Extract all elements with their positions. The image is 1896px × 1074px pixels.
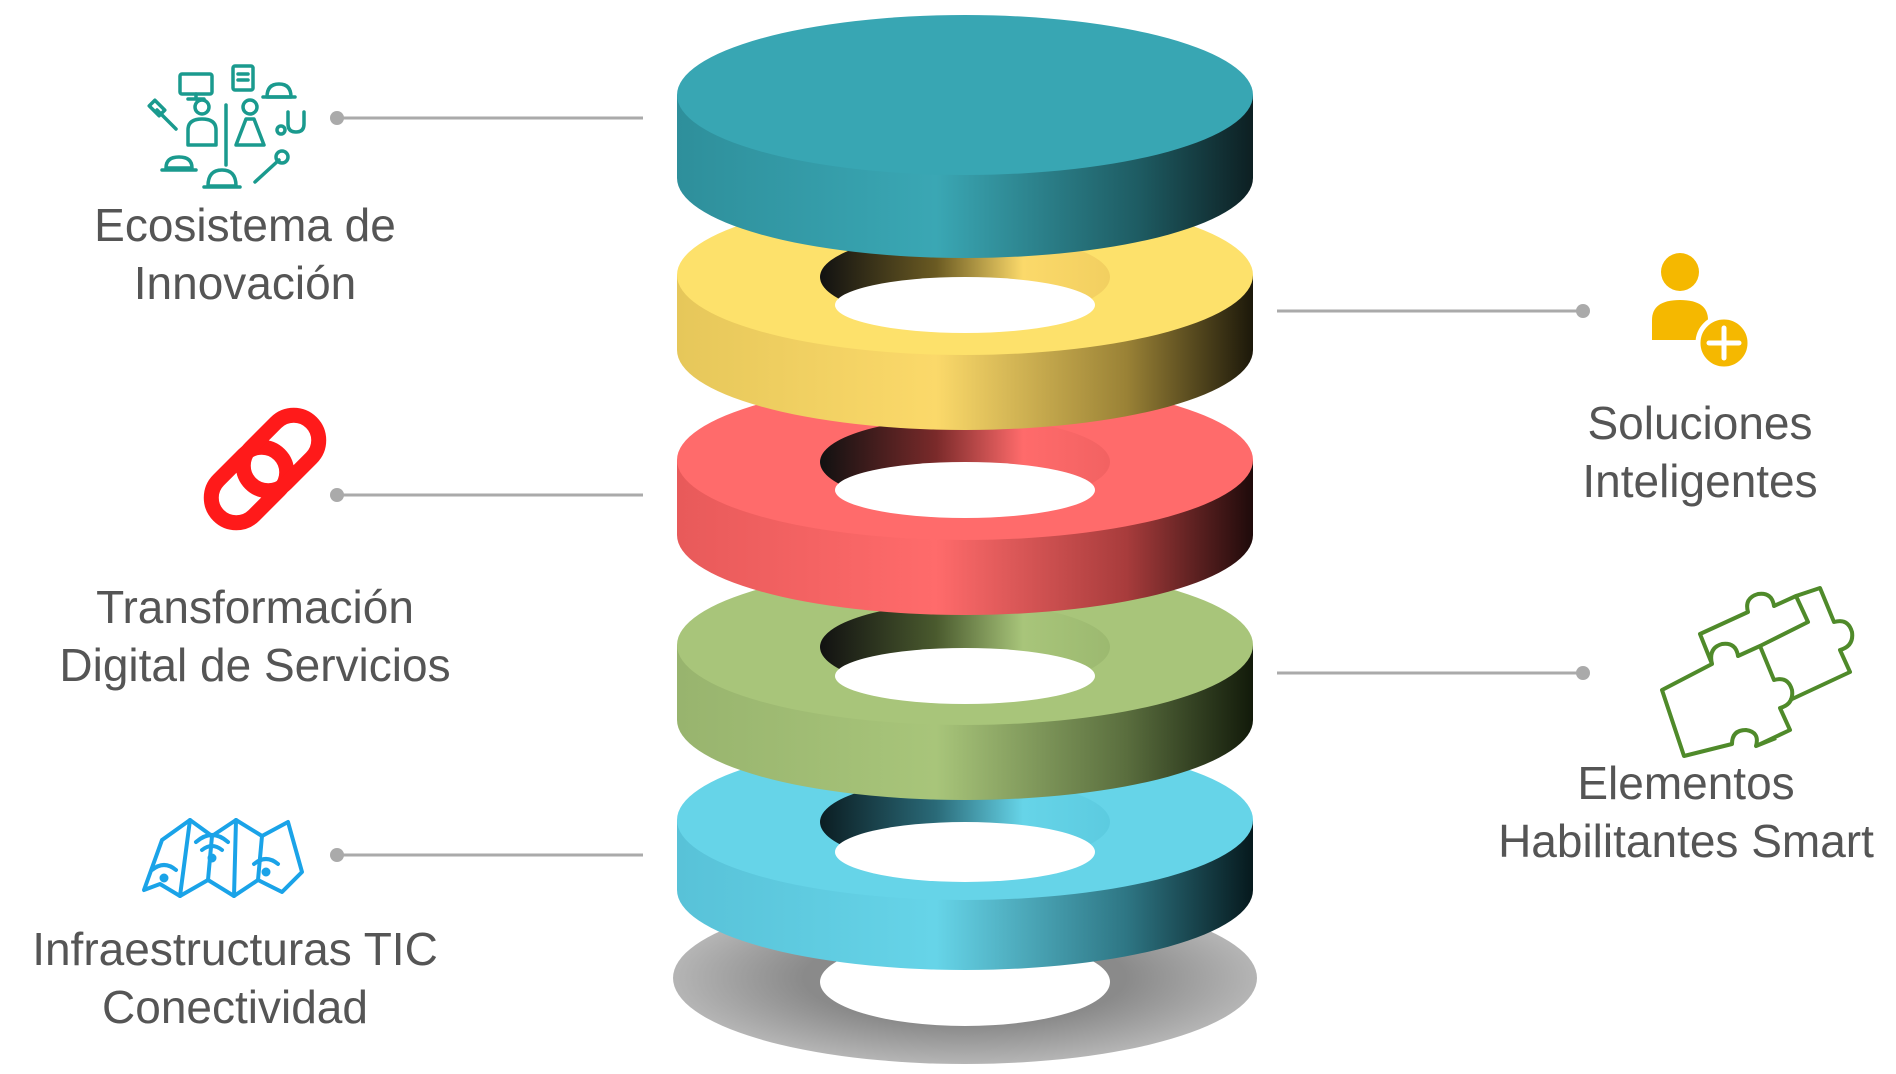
label-soluciones: Soluciones Inteligentes — [1520, 394, 1880, 510]
layer-3-ring — [677, 380, 1253, 615]
label-transformacion: Transformación Digital de Servicios — [30, 578, 480, 694]
label-ecosistema: Ecosistema de Innovación — [60, 196, 430, 312]
layer-top-disc — [677, 15, 1253, 258]
connector-infraestructuras — [330, 848, 643, 862]
people-services-icon — [147, 64, 306, 189]
label-soluciones-line1: Soluciones — [1587, 397, 1813, 449]
connector-ecosistema — [330, 111, 643, 125]
label-elementos: Elementos Habilitantes Smart — [1480, 754, 1892, 870]
label-ecosistema-line2: Innovación — [133, 257, 357, 309]
label-infraestructuras: Infraestructuras TIC Conectividad — [5, 920, 465, 1036]
label-ecosistema-line1: Ecosistema de — [94, 199, 396, 251]
chain-link-icon — [203, 407, 327, 531]
connector-elementos — [1277, 666, 1590, 680]
puzzle-icon — [1660, 586, 1855, 758]
add-user-icon — [1652, 253, 1753, 372]
label-transformacion-line1: Transformación — [96, 581, 414, 633]
label-infraestructuras-line2: Conectividad — [102, 981, 368, 1033]
connector-soluciones — [1277, 304, 1590, 318]
layer-4-ring — [677, 565, 1253, 800]
label-transformacion-line2: Digital de Servicios — [59, 639, 451, 691]
label-elementos-line2: Habilitantes Smart — [1498, 815, 1874, 867]
label-soluciones-line2: Inteligentes — [1582, 455, 1818, 507]
wifi-map-icon — [142, 818, 304, 898]
label-elementos-line1: Elementos — [1577, 757, 1795, 809]
connector-transformacion — [330, 488, 643, 502]
label-infraestructuras-line1: Infraestructuras TIC — [32, 923, 438, 975]
